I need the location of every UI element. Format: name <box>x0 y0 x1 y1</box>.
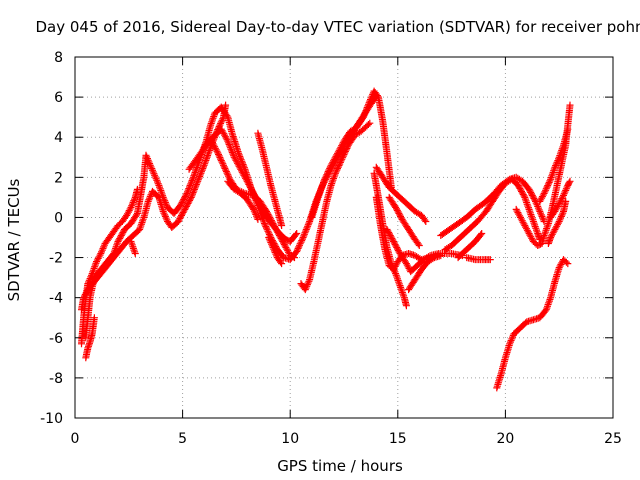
data-point-markers <box>544 197 570 247</box>
data-series <box>454 230 486 262</box>
y-axis-label: SDTVAR / TECUs <box>5 178 23 301</box>
y-tick-label: 0 <box>54 210 63 226</box>
data-series <box>536 125 572 205</box>
data-series <box>78 101 230 314</box>
data-series <box>383 226 443 276</box>
data-point-markers <box>405 252 445 294</box>
y-tick-label: 2 <box>54 170 63 186</box>
data-marks <box>78 87 574 392</box>
data-series <box>493 256 572 392</box>
chart-title: Day 045 of 2016, Sidereal Day-to-day VTE… <box>35 18 640 36</box>
data-series <box>254 129 286 229</box>
data-series <box>544 197 570 247</box>
y-tick-label: -10 <box>40 411 63 427</box>
data-series <box>372 163 430 225</box>
data-point-markers <box>454 230 486 262</box>
data-point-markers <box>308 87 395 221</box>
data-series <box>297 119 374 294</box>
plot-frame <box>74 56 614 419</box>
data-series <box>265 234 286 268</box>
data-point-markers <box>254 129 286 229</box>
data-point-markers <box>547 177 574 221</box>
x-tick-label: 5 <box>178 431 187 447</box>
data-series <box>308 87 395 221</box>
data-point-markers <box>463 254 494 264</box>
data-series <box>385 193 423 249</box>
y-tick-label: 4 <box>54 130 63 146</box>
data-point-markers <box>185 125 301 245</box>
x-tick-label: 20 <box>496 431 514 447</box>
data-point-markers <box>493 256 572 392</box>
data-point-markers <box>512 101 574 249</box>
data-series <box>512 101 574 249</box>
y-tick-label: -6 <box>49 331 63 347</box>
grid <box>75 57 613 418</box>
data-point-markers <box>82 314 98 362</box>
data-point-markers <box>297 119 374 294</box>
x-tick-label: 25 <box>604 431 622 447</box>
data-series <box>82 314 98 362</box>
data-point-markers <box>441 175 544 253</box>
data-series <box>547 177 574 221</box>
data-point-markers <box>536 125 572 205</box>
data-series <box>185 125 301 245</box>
data-point-markers <box>78 101 230 314</box>
data-series <box>224 177 262 223</box>
data-point-markers <box>383 226 443 276</box>
data-series <box>441 175 544 253</box>
data-point-markers <box>127 238 139 257</box>
x-tick-label: 0 <box>71 431 80 447</box>
x-tick-label: 15 <box>389 431 407 447</box>
data-point-markers <box>265 234 286 268</box>
data-series <box>127 238 139 257</box>
data-point-markers <box>372 163 430 225</box>
y-tick-label: -4 <box>49 291 63 307</box>
x-tick-label: 10 <box>281 431 299 447</box>
data-point-markers <box>224 177 262 223</box>
axis-tick-labels: 0 5 10 15 20 25 -10 -8 -6 -4 -2 0 2 4 6 8 <box>40 50 622 447</box>
y-tick-label: -8 <box>49 371 63 387</box>
x-axis-label: GPS time / hours <box>277 457 403 475</box>
y-tick-label: -2 <box>49 251 63 267</box>
data-point-markers <box>385 193 423 249</box>
data-series <box>405 252 445 294</box>
data-series <box>463 254 494 264</box>
axis-ticks <box>74 56 614 419</box>
y-tick-label: 6 <box>54 90 63 106</box>
y-tick-label: 8 <box>54 50 63 66</box>
